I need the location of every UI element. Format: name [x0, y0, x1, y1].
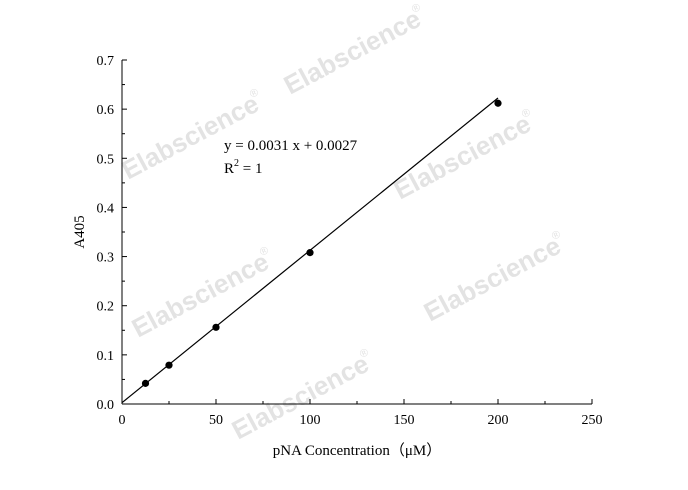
watermark-text: Elabscience — [389, 108, 536, 205]
x-axis-title: pNA Concentration（μM） — [273, 442, 441, 459]
watermark-text: Elabscience — [279, 3, 426, 100]
watermark-text: Elabscience — [419, 230, 566, 327]
watermark-text: Elabscience — [127, 246, 274, 343]
x-tick-label: 250 — [582, 413, 603, 428]
watermark: Elabscience® — [279, 1, 426, 100]
data-point — [306, 249, 314, 257]
watermark: Elabscience® — [227, 346, 374, 445]
y-tick-label: 0.4 — [97, 201, 115, 216]
data-point — [165, 361, 173, 369]
watermark: Elabscience® — [419, 228, 566, 327]
y-tick-label: 0.7 — [97, 54, 115, 69]
x-tick-label: 150 — [394, 413, 415, 428]
x-tick-label: 0 — [119, 413, 126, 428]
watermark: Elabscience® — [127, 244, 274, 343]
data-point — [494, 99, 502, 107]
y-axis-title: A405 — [72, 215, 88, 248]
y-tick-label: 0.0 — [97, 398, 115, 413]
axes: 0.0 0.1 0.2 0.3 0.4 0.5 0.6 0.7 0 50 100 150 200 250 — [97, 54, 603, 428]
data-point — [141, 379, 150, 387]
r-squared-r: R — [224, 161, 234, 177]
y-tick-label: 0.6 — [97, 103, 115, 118]
y-tick-label: 0.3 — [97, 251, 115, 266]
y-tick-label: 0.1 — [97, 349, 115, 364]
y-tick-label: 0.2 — [97, 300, 115, 315]
y-tick-label: 0.5 — [97, 152, 115, 167]
data-point — [212, 323, 220, 331]
x-tick-label: 50 — [209, 413, 223, 428]
r-squared-sup: 2 — [234, 158, 239, 169]
x-tick-label: 100 — [300, 413, 321, 428]
watermark: Elabscience® — [389, 106, 536, 205]
r-squared: R2 = 1 — [224, 158, 262, 177]
x-tick-label: 200 — [488, 413, 509, 428]
watermark-text: Elabscience — [227, 348, 374, 445]
fit-equation: y = 0.0031 x + 0.0027 — [224, 138, 358, 154]
data-points — [141, 99, 502, 387]
r-squared-value: = 1 — [239, 161, 262, 177]
